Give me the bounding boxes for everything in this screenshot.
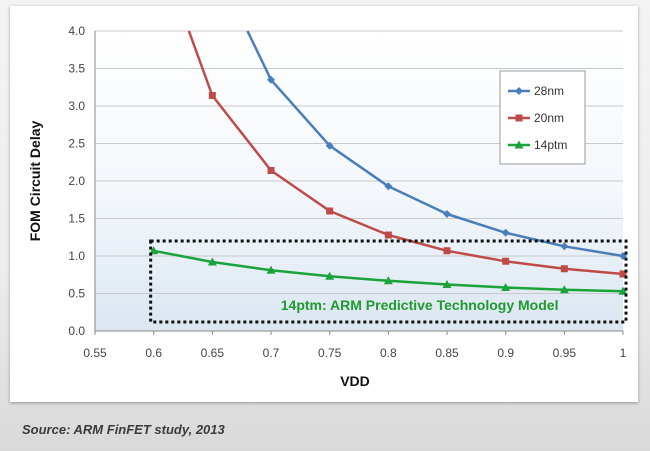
x-tick-label: 0.8 [380,346,397,360]
x-axis-title: VDD [340,373,370,389]
x-tick-label: 1 [620,346,627,360]
legend-marker [514,140,524,149]
legend-item-14ptm: 14ptm [508,138,567,152]
y-tick-label: 3.0 [68,99,85,113]
line-chart: 0.00.51.01.52.02.53.03.54.0 0.55 0.6 0.65 0… [27,24,628,389]
legend-label: 20nm [534,111,564,125]
y-tick-label: 0.5 [68,287,85,301]
x-tick-label: 0.9 [497,346,514,360]
data-point [149,246,159,255]
legend-item-20nm: 20nm [508,111,564,125]
data-point [501,228,510,237]
legend-marker [515,114,523,122]
chart-frame: 0.0 0.5 1.0 1.5 2.0 2.5 3.0 3.5 4.0 0.55 0.6 0.65 0… [10,6,638,402]
y-tick-label: 4.0 [68,24,85,38]
annotation-box [149,239,628,324]
data-point [501,283,511,291]
annotation-text: 14ptm: ARM Predictive Technology Model [281,297,559,313]
y-tick-label: 1.0 [68,249,85,263]
data-point [443,210,451,218]
legend-item-28nm: 28nm [508,84,564,98]
data-point [443,247,451,255]
data-point [267,75,275,84]
data-point [384,231,392,239]
data-point [560,242,569,251]
y-tick-label: 3.5 [68,62,85,76]
data-point [326,207,334,215]
x-tick-label: 0.95 [553,346,577,360]
y-axis-title: FOM Circuit Delay [27,121,43,242]
y-tick-label: 2.0 [68,174,85,188]
series-28nm [246,30,627,260]
series-group [149,30,628,295]
data-point [560,265,568,273]
y-tick-labels: 0.0 0.5 1.0 1.5 2.0 2.5 3.0 3.5 4.0 [68,24,85,338]
x-tick-label: 0.85 [435,346,459,360]
series-14ptm [149,246,628,295]
data-point [266,265,276,274]
x-tick-label: 0.55 [83,346,107,360]
data-point [384,182,393,191]
source-caption: Source: ARM FinFET study, 2013 [22,422,225,437]
data-point [559,285,569,294]
data-point [208,92,216,99]
data-point [325,141,334,150]
y-tick-label: 1.5 [68,212,85,226]
y-tick-label: 2.5 [68,137,85,151]
data-point [442,280,452,288]
legend-marker [515,87,523,95]
x-tick-label: 0.75 [318,346,342,360]
y-tick-label: 0.0 [68,324,85,338]
legend-label: 14ptm [534,138,567,152]
data-point [383,276,393,285]
axes [94,31,624,335]
data-point [618,286,628,295]
data-point [325,271,335,280]
data-point [619,270,627,278]
legend: 28nm 20nm 14ptm [499,70,586,165]
series-line [246,30,624,258]
data-point [207,257,217,266]
data-point [267,167,275,174]
x-tick-labels: 0.55 0.6 0.65 0.7 0.75 0.8 0.85 0.9 0.95 1 [83,346,626,360]
data-point [502,257,510,265]
x-tick-label: 0.6 [145,346,162,360]
legend-label: 28nm [534,84,564,98]
series-20nm [187,30,627,278]
x-tick-label: 0.7 [263,346,280,360]
x-tick-label: 0.65 [201,346,225,360]
